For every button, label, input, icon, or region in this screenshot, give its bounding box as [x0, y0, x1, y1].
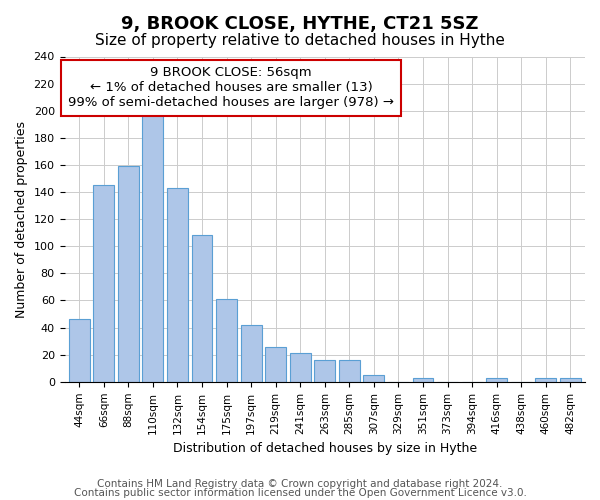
Text: Contains HM Land Registry data © Crown copyright and database right 2024.: Contains HM Land Registry data © Crown c…	[97, 479, 503, 489]
Bar	[241, 325, 262, 382]
Bar	[339, 360, 360, 382]
Bar	[216, 299, 237, 382]
Text: Contains public sector information licensed under the Open Government Licence v3: Contains public sector information licen…	[74, 488, 526, 498]
Bar	[486, 378, 507, 382]
Text: 9 BROOK CLOSE: 56sqm
← 1% of detached houses are smaller (13)
99% of semi-detach: 9 BROOK CLOSE: 56sqm ← 1% of detached ho…	[68, 66, 394, 110]
Bar	[118, 166, 139, 382]
Bar	[413, 378, 433, 382]
Bar	[69, 320, 89, 382]
Bar	[265, 346, 286, 382]
Bar	[290, 354, 311, 382]
Bar	[94, 186, 114, 382]
Bar	[167, 188, 188, 382]
Y-axis label: Number of detached properties: Number of detached properties	[15, 120, 28, 318]
Text: Size of property relative to detached houses in Hythe: Size of property relative to detached ho…	[95, 32, 505, 48]
Bar	[191, 236, 212, 382]
X-axis label: Distribution of detached houses by size in Hythe: Distribution of detached houses by size …	[173, 442, 477, 455]
Bar	[364, 375, 384, 382]
Bar	[314, 360, 335, 382]
Text: 9, BROOK CLOSE, HYTHE, CT21 5SZ: 9, BROOK CLOSE, HYTHE, CT21 5SZ	[121, 15, 479, 33]
Bar	[535, 378, 556, 382]
Bar	[560, 378, 581, 382]
Bar	[142, 110, 163, 382]
